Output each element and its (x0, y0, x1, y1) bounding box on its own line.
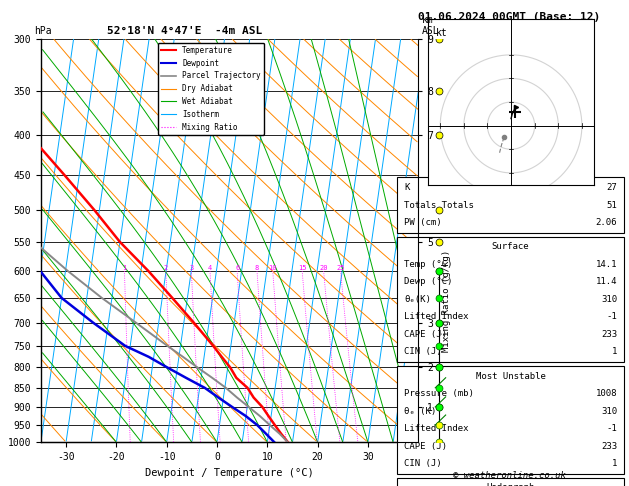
Text: 15: 15 (298, 265, 306, 271)
Text: θₑ(K): θₑ(K) (404, 295, 431, 304)
Text: 6: 6 (235, 265, 239, 271)
Text: Totals Totals: Totals Totals (404, 201, 474, 209)
Text: 233: 233 (601, 442, 617, 451)
Text: PW (cm): PW (cm) (404, 218, 442, 227)
Text: © weatheronline.co.uk: © weatheronline.co.uk (453, 471, 566, 480)
Text: 310: 310 (601, 407, 617, 416)
Text: 8: 8 (255, 265, 259, 271)
Text: 1: 1 (611, 459, 617, 468)
Text: km
ASL: km ASL (421, 15, 439, 36)
Text: 51: 51 (606, 201, 617, 209)
Text: Lifted Index: Lifted Index (404, 424, 469, 433)
Text: -1: -1 (606, 424, 617, 433)
Text: 233: 233 (601, 330, 617, 339)
Text: 20: 20 (320, 265, 328, 271)
Text: 1008: 1008 (596, 389, 617, 398)
Bar (397, 478, 624, 486)
Text: 01.06.2024 00GMT (Base: 12): 01.06.2024 00GMT (Base: 12) (418, 12, 601, 22)
Text: hPa: hPa (35, 26, 52, 36)
Text: Mixing Ratio (g/kg): Mixing Ratio (g/kg) (442, 250, 451, 352)
Text: Pressure (mb): Pressure (mb) (404, 389, 474, 398)
Text: K: K (404, 183, 409, 192)
Text: kt: kt (435, 28, 447, 38)
Text: 1: 1 (611, 347, 617, 356)
Bar (397, 366, 624, 474)
Text: 27: 27 (606, 183, 617, 192)
Text: θₑ (K): θₑ (K) (404, 407, 437, 416)
Text: 10: 10 (269, 265, 277, 271)
Text: Surface: Surface (492, 243, 530, 251)
Text: 14.1: 14.1 (596, 260, 617, 269)
Text: 2.06: 2.06 (596, 218, 617, 227)
Text: Hodograph: Hodograph (486, 484, 535, 486)
Text: 4: 4 (208, 265, 212, 271)
Text: 11.4: 11.4 (596, 278, 617, 286)
Y-axis label: hPa: hPa (0, 230, 2, 251)
Text: 25: 25 (337, 265, 345, 271)
Legend: Temperature, Dewpoint, Parcel Trajectory, Dry Adiabat, Wet Adiabat, Isotherm, Mi: Temperature, Dewpoint, Parcel Trajectory… (158, 43, 264, 135)
X-axis label: Dewpoint / Temperature (°C): Dewpoint / Temperature (°C) (145, 468, 314, 478)
Text: CIN (J): CIN (J) (404, 459, 442, 468)
Text: Lifted Index: Lifted Index (404, 312, 469, 321)
Text: 1: 1 (122, 265, 126, 271)
Text: CAPE (J): CAPE (J) (404, 330, 447, 339)
Bar (397, 237, 624, 362)
Text: CIN (J): CIN (J) (404, 347, 442, 356)
Text: 2: 2 (164, 265, 168, 271)
Text: Most Unstable: Most Unstable (476, 372, 545, 381)
Text: 52°18'N 4°47'E  -4m ASL: 52°18'N 4°47'E -4m ASL (107, 26, 262, 36)
Text: Dewp (°C): Dewp (°C) (404, 278, 453, 286)
Text: 310: 310 (601, 295, 617, 304)
Text: LCL: LCL (401, 422, 416, 432)
Text: -1: -1 (606, 312, 617, 321)
Bar (397, 177, 624, 233)
Text: Temp (°C): Temp (°C) (404, 260, 453, 269)
Text: CAPE (J): CAPE (J) (404, 442, 447, 451)
Text: 3: 3 (189, 265, 194, 271)
